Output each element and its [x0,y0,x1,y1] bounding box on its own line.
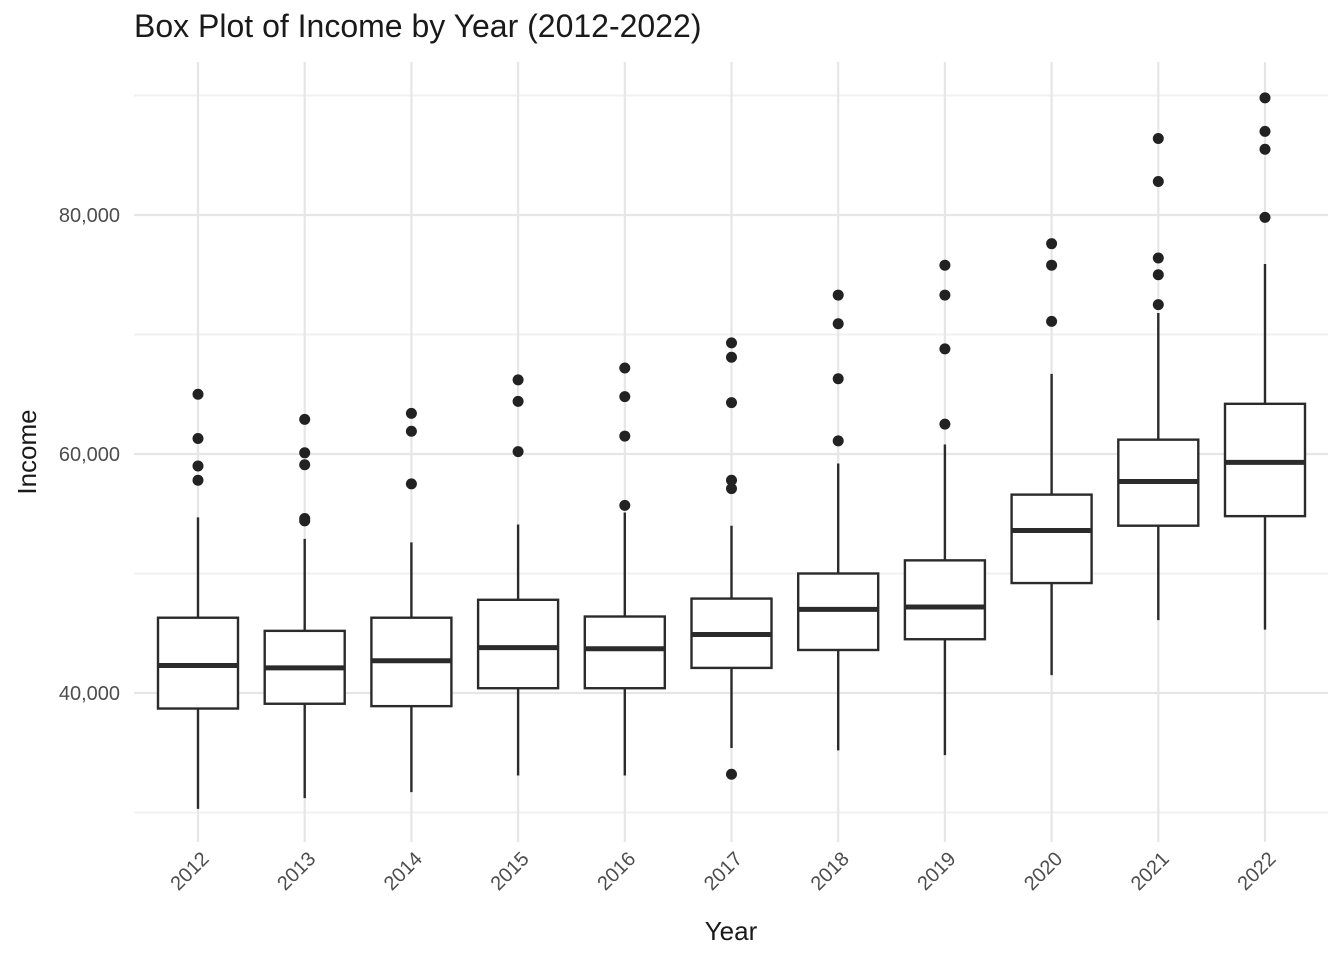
box-2017 [690,337,773,780]
outlier-point [299,459,311,471]
outlier-point [405,478,417,490]
x-tick-label: 2019 [913,848,960,895]
outlier-point [192,388,204,400]
outlier-point [619,391,631,403]
outlier-point [832,435,844,447]
x-tick-label: 2017 [700,848,747,895]
outlier-point [512,446,524,458]
outlier-point [1046,238,1058,250]
outlier-point [1046,259,1058,271]
box-2022 [1223,92,1307,630]
x-tick-label: 2012 [167,848,214,895]
box-2013 [263,413,346,799]
outlier-point [1152,299,1164,311]
outlier-point [726,337,737,349]
x-tick-label: 2014 [380,848,427,895]
y-axis-title: Income [12,409,42,494]
box-2012 [156,388,240,809]
outlier-point [1259,92,1271,104]
box-2018 [797,289,880,751]
box-2015 [476,374,560,776]
x-tick-label: 2018 [807,848,854,895]
outlier-point [299,447,311,459]
chart-title: Box Plot of Income by Year (2012-2022) [134,8,702,44]
outlier-point [299,513,311,525]
outlier-point [192,460,204,472]
outlier-point [939,259,951,271]
outlier-point [939,418,951,430]
box-iqr [1010,493,1093,585]
outlier-point [619,430,631,442]
x-tick-label: 2021 [1127,848,1174,895]
outlier-point [1152,133,1164,145]
outlier-point [192,474,204,486]
outlier-point [726,768,737,780]
outlier-point [1152,269,1164,281]
outlier-point [619,362,631,374]
x-tick-label: 2016 [593,848,640,895]
outlier-point [1152,252,1164,264]
outlier-point [1152,176,1164,188]
outlier-point [1259,125,1271,137]
y-tick-label: 80,000 [59,205,120,227]
outlier-point [405,407,417,419]
outlier-point [1259,143,1271,155]
box-2019 [903,259,987,756]
x-tick-label: 2013 [273,848,320,895]
box-iqr [476,598,560,690]
outlier-point [832,373,844,385]
box-2016 [583,362,666,776]
outlier-point [512,374,524,386]
outlier-point [726,397,737,409]
outlier-point [619,499,631,511]
y-tick-label: 60,000 [59,444,120,466]
outlier-point [939,289,951,301]
outlier-point [299,413,311,425]
outlier-point [832,318,844,330]
outlier-point [405,425,417,437]
x-tick-label: 2020 [1020,848,1067,895]
outlier-point [726,351,737,363]
x-axis-title: Year [705,916,758,946]
box-2021 [1117,133,1200,621]
x-tick-label: 2022 [1234,848,1281,895]
y-tick-label: 40,000 [59,683,120,705]
box-2014 [370,407,453,793]
box-iqr [903,559,987,641]
outlier-point [512,395,524,407]
outlier-point [192,432,204,444]
box-iqr [583,615,666,690]
x-tick-label: 2015 [487,848,534,895]
outlier-point [939,343,951,355]
outlier-point [832,289,844,301]
outlier-point [726,474,737,486]
box-2020 [1010,238,1093,676]
outlier-point [1259,211,1271,223]
outlier-point [1046,315,1058,327]
outlier-point [726,483,737,495]
